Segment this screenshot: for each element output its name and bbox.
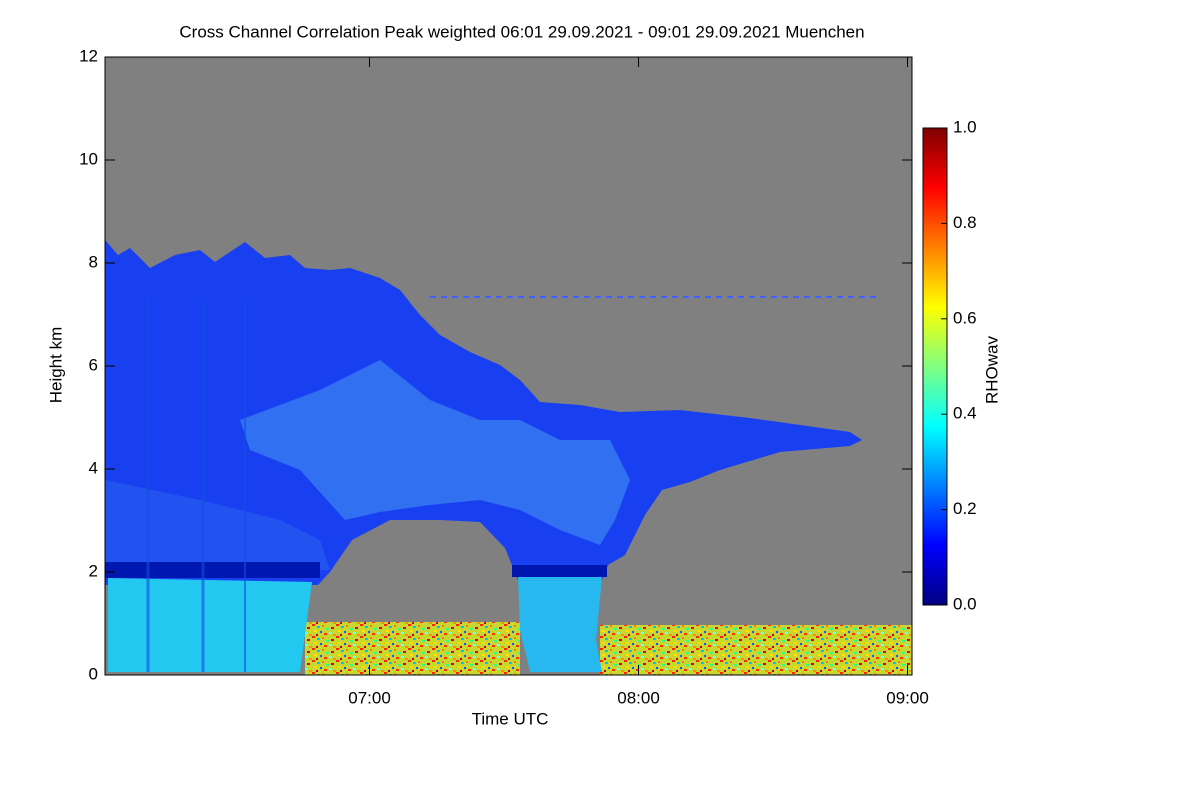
boundary-layer	[108, 578, 312, 672]
cloud-core	[240, 360, 630, 545]
x-tick-label: 09:00	[886, 688, 929, 707]
x-tick-label: 08:00	[617, 688, 660, 707]
y-tick-label: 10	[79, 149, 98, 168]
cloud-lower	[105, 480, 330, 570]
boundary-layer-top	[512, 565, 607, 577]
heatmap-image	[105, 57, 912, 675]
colorbar-tick-label: 0.4	[953, 404, 977, 423]
boundary-layer	[518, 577, 602, 672]
x-tick-label: 07:00	[348, 688, 391, 707]
chart-title: Cross Channel Correlation Peak weighted …	[179, 22, 864, 41]
y-tick-label: 6	[89, 355, 98, 374]
y-axis-label: Height km	[46, 327, 65, 404]
y-tick-label: 8	[89, 252, 98, 271]
y-tick-label: 2	[89, 561, 98, 580]
y-tick-label: 0	[89, 664, 98, 683]
colorbar-tick-label: 0.2	[953, 499, 977, 518]
colorbar-tick-label: 1.0	[953, 117, 977, 136]
y-tick-label: 12	[79, 46, 98, 65]
colorbar-tick-label: 0.0	[953, 594, 977, 613]
noise-region	[600, 625, 912, 675]
boundary-layer-top	[105, 562, 320, 578]
colorbar-tick-label: 0.6	[953, 308, 977, 327]
cloud-region	[105, 240, 862, 585]
noise-region	[305, 622, 520, 675]
x-axis-label: Time UTC	[472, 709, 549, 728]
y-tick-label: 4	[89, 458, 98, 477]
colorbar-label: RHOwav	[982, 335, 1001, 404]
colorbar-tick-label: 0.8	[953, 213, 977, 232]
colorbar	[922, 127, 948, 606]
